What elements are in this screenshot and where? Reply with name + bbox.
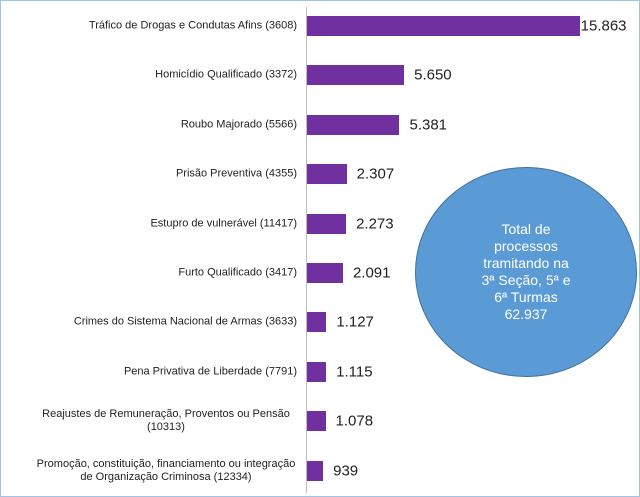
category-text: Roubo Majorado (5566) bbox=[180, 118, 297, 131]
bar bbox=[307, 213, 347, 234]
annotation-line: processos bbox=[494, 238, 558, 254]
value-label: 5.381 bbox=[409, 116, 448, 134]
category-label: Pena Privativa de Liberdade (7791) bbox=[9, 365, 297, 378]
value-label: 2.091 bbox=[352, 264, 391, 282]
category-label: Tráfico de Drogas e Condutas Afins (3608… bbox=[9, 20, 297, 33]
bar bbox=[307, 312, 327, 333]
category-text: Crimes do Sistema Nacional de Armas (363… bbox=[73, 315, 297, 328]
category-text: Prisão Preventiva (4355) bbox=[175, 167, 297, 180]
bar bbox=[307, 164, 347, 185]
category-text: Reajustes de Remuneração, Proventos ou P… bbox=[42, 408, 290, 434]
bar bbox=[307, 263, 343, 283]
category-label: Promoção, constituição, financiamento ou… bbox=[9, 458, 297, 484]
value-label: 15.863 bbox=[580, 17, 627, 35]
category-label: Reajustes de Remuneração, Proventos ou P… bbox=[9, 408, 297, 434]
annotation-line: 6ª Turmas bbox=[494, 289, 558, 305]
bar bbox=[307, 361, 327, 382]
category-text: Furto Qualificado (3417) bbox=[178, 266, 297, 279]
value-label: 1.115 bbox=[336, 363, 373, 381]
value-label: 939 bbox=[333, 462, 359, 480]
value-label: 5.650 bbox=[414, 66, 452, 84]
bar bbox=[307, 411, 326, 432]
value-label: 1.127 bbox=[336, 313, 374, 331]
annotation-line: 3ª Seção, 5ª e bbox=[481, 272, 571, 288]
bar bbox=[307, 65, 405, 86]
category-text: Tráfico de Drogas e Condutas Afins (3608… bbox=[88, 19, 297, 32]
category-text: Pena Privativa de Liberdade (7791) bbox=[123, 365, 297, 378]
category-text: Homicídio Qualificado (3372) bbox=[155, 68, 297, 81]
bar bbox=[307, 16, 580, 36]
axis-line bbox=[306, 7, 307, 493]
category-label: Prisão Preventiva (4355) bbox=[9, 168, 297, 181]
annotation-line: Total de bbox=[501, 221, 551, 237]
value-label: 2.307 bbox=[356, 165, 395, 183]
bar bbox=[307, 460, 324, 481]
annotation-ellipse: Total de processos tramitando na 3ª Seção, … bbox=[415, 167, 637, 377]
category-text: Promoção, constituição, financiamento ou… bbox=[36, 457, 296, 483]
category-label: Furto Qualificado (3417) bbox=[9, 267, 297, 280]
value-label: 1.078 bbox=[335, 412, 374, 430]
bar bbox=[307, 114, 400, 135]
annotation-line: 62.937 bbox=[504, 306, 548, 322]
category-label: Crimes do Sistema Nacional de Armas (363… bbox=[9, 316, 297, 329]
category-label: Roubo Majorado (5566) bbox=[9, 118, 297, 131]
category-label: Homicídio Qualificado (3372) bbox=[9, 69, 297, 82]
category-label: Estupro de vulnerável (11417) bbox=[9, 217, 297, 230]
value-label: 2.273 bbox=[356, 215, 394, 233]
annotation-line: tramitando na bbox=[483, 255, 569, 271]
category-text: Estupro de vulnerável (11417) bbox=[150, 217, 297, 230]
